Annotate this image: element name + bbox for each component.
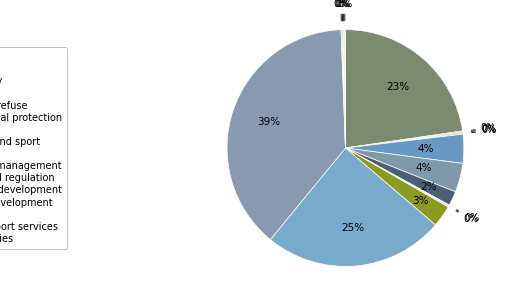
Wedge shape — [270, 148, 435, 266]
Legend: Roading, Transport, Water supply, Waste water, Solid waste/refuse, Environmental: Roading, Transport, Water supply, Waste … — [0, 47, 67, 249]
Text: 4%: 4% — [415, 163, 432, 173]
Wedge shape — [345, 148, 456, 205]
Wedge shape — [227, 30, 345, 239]
Wedge shape — [345, 131, 463, 148]
Wedge shape — [343, 30, 345, 148]
Text: 0%: 0% — [337, 0, 353, 21]
Text: 0%: 0% — [457, 210, 480, 223]
Wedge shape — [344, 30, 345, 148]
Wedge shape — [345, 132, 463, 148]
Text: 3%: 3% — [412, 196, 429, 206]
Wedge shape — [341, 30, 345, 148]
Text: 0%: 0% — [456, 211, 479, 224]
Text: 39%: 39% — [258, 117, 281, 127]
Text: 0%: 0% — [471, 123, 496, 133]
Text: 23%: 23% — [387, 82, 409, 92]
Text: 0%: 0% — [471, 124, 496, 134]
Wedge shape — [345, 148, 463, 192]
Wedge shape — [345, 148, 449, 206]
Text: 25%: 25% — [341, 223, 364, 233]
Wedge shape — [345, 148, 448, 225]
Text: 0%: 0% — [334, 0, 350, 21]
Wedge shape — [342, 30, 345, 148]
Text: 0%: 0% — [333, 0, 348, 21]
Wedge shape — [345, 30, 463, 148]
Wedge shape — [345, 134, 464, 163]
Text: 0%: 0% — [471, 126, 496, 136]
Text: 4%: 4% — [418, 144, 434, 154]
Wedge shape — [345, 148, 449, 207]
Text: 0%: 0% — [336, 0, 351, 21]
Text: 2%: 2% — [421, 182, 437, 192]
Wedge shape — [345, 133, 463, 148]
